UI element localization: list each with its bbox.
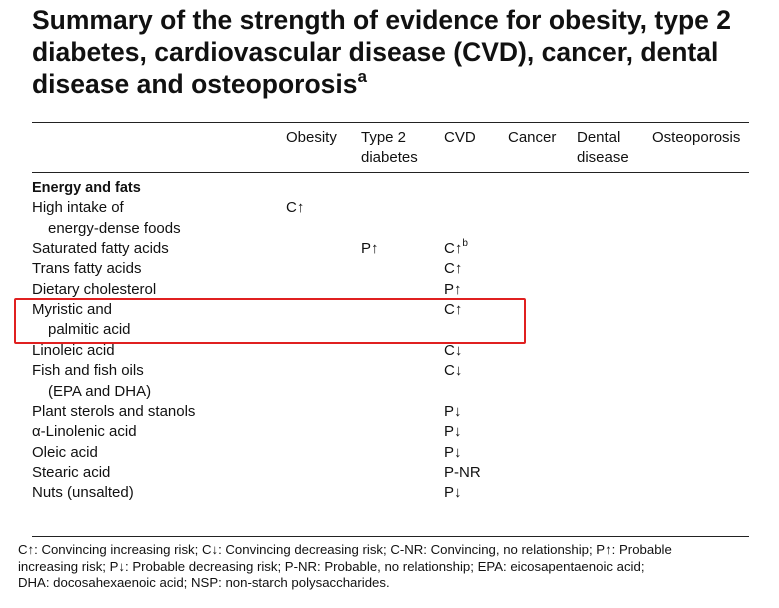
- row-label: Fish and fish oils: [32, 362, 144, 380]
- title: Summary of the strength of evidence for …: [32, 4, 767, 100]
- row-label: Oleic acid: [32, 443, 98, 461]
- column-header: Dental: [577, 129, 621, 146]
- row-label: Nuts (unsalted): [32, 484, 134, 502]
- row-label: Stearic acid: [32, 463, 111, 481]
- cell: P↓: [444, 402, 462, 420]
- cell: P↓: [444, 423, 462, 441]
- cell: C↑: [444, 260, 463, 278]
- header-rule: [32, 172, 749, 173]
- footnote: C↑: Convincing increasing risk; C↓: Conv…: [18, 542, 672, 557]
- column-header: Type 2: [361, 129, 407, 146]
- row-label: α-Linolenic acid: [32, 423, 137, 441]
- cell: C↑: [444, 301, 463, 319]
- cell: C↓: [444, 362, 463, 380]
- column-header: disease: [577, 149, 629, 166]
- row-label: Saturated fatty acids: [32, 240, 169, 258]
- row-label: High intake of: [32, 199, 124, 217]
- title-text: Summary of the strength of evidence for …: [32, 5, 731, 99]
- row-label: Myristic and: [32, 301, 113, 319]
- cell: P↑: [444, 280, 462, 298]
- cell: P↓: [444, 443, 462, 461]
- row-label: Plant sterols and stanols: [32, 402, 196, 420]
- column-header: Osteoporosis: [652, 129, 741, 146]
- row-label: Dietary cholesterol: [32, 280, 157, 298]
- column-header: Cancer: [508, 129, 557, 146]
- row-label: palmitic acid: [48, 321, 131, 339]
- cell-note: b: [462, 238, 468, 250]
- row-label: energy-dense foods: [48, 219, 181, 237]
- cell: C↓: [444, 341, 463, 359]
- cell: P-NR: [444, 463, 481, 481]
- cell: P↓: [444, 484, 462, 502]
- column-header: Obesity: [286, 129, 337, 146]
- row-label: Trans fatty acids: [32, 260, 142, 278]
- title-note: a: [357, 67, 367, 86]
- column-header: CVD: [444, 129, 476, 146]
- footnote: increasing risk; P↓: Probable decreasing…: [18, 558, 645, 574]
- cell: C↑: [286, 199, 305, 217]
- highlight-box: [14, 298, 526, 344]
- top-rule: [32, 122, 749, 123]
- footnote: DHA: docosahexaenoic acid; NSP: non-star…: [18, 575, 390, 590]
- row-label: Linoleic acid: [32, 341, 115, 359]
- cell: C↑b: [444, 238, 468, 258]
- row-label: (EPA and DHA): [48, 382, 152, 400]
- bottom-rule: [32, 536, 749, 537]
- section-header: Energy and fats: [32, 180, 141, 196]
- cell: P↑: [361, 240, 379, 258]
- column-header: diabetes: [361, 149, 418, 166]
